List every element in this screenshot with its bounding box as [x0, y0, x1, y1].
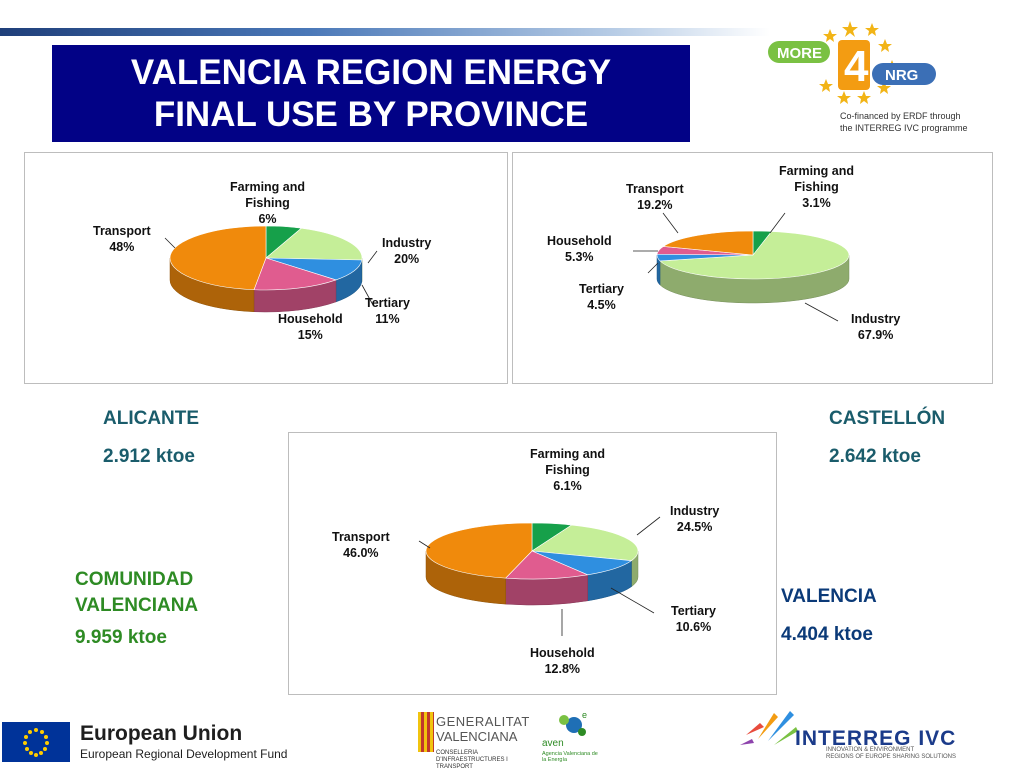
region-value: 4.404 ktoe [781, 622, 877, 648]
data-label-tertiary: Tertiary 11% [365, 295, 410, 327]
aven-name: aven [542, 738, 564, 749]
region-valencia: VALENCIA 4.404 ktoe [781, 584, 877, 648]
region-alicante: ALICANTE 2.912 ktoe [103, 406, 199, 470]
region-name: COMUNIDAD VALENCIANA [75, 567, 198, 619]
data-label-household: Household 15% [278, 311, 343, 343]
leader-line-farming [770, 213, 785, 233]
eu-title: European Union [80, 722, 242, 746]
region-comunidad: COMUNIDAD VALENCIANA 9.959 ktoe [75, 567, 198, 651]
pie-side-household [506, 575, 588, 605]
leader-line-transport [419, 541, 430, 548]
castellon-pie-panel: Farming and Fishing 3.1% Industry 67.9% Te… [512, 152, 993, 384]
leader-line-industry [805, 303, 838, 321]
leader-line-transport [663, 213, 678, 233]
data-label-transport: Transport 19.2% [626, 181, 684, 213]
region-castellon: CASTELLÓN 2.642 ktoe [829, 406, 945, 470]
interreg-logo: INTERREG IVC INNOVATION & ENVIRONMENT RE… [738, 705, 1024, 767]
region-name: CASTELLÓN [829, 406, 945, 432]
data-label-farming: Farming and Fishing 3.1% [779, 163, 854, 211]
aven-logo: e aven Agencia Valenciana de la Energía [540, 710, 600, 766]
region-value: 9.959 ktoe [75, 625, 198, 651]
data-label-farming: Farming and Fishing 6.1% [530, 446, 605, 494]
logo-nrg-text: NRG [885, 67, 918, 84]
aven-subtitle: Agencia Valenciana de la Energía [542, 751, 602, 763]
logo-more-text: MORE [777, 45, 822, 62]
interreg-sub-line1: INNOVATION & ENVIRONMENT [826, 747, 1016, 754]
generalitat-shield-icon [418, 712, 434, 752]
cofinanced-line2: the INTERREG IVC programme [840, 123, 968, 133]
region-name: VALENCIA [781, 584, 877, 610]
data-label-industry: Industry 67.9% [851, 311, 900, 343]
data-label-industry: Industry 24.5% [670, 503, 719, 535]
title-box: VALENCIA REGION ENERGY FINAL USE BY PROV… [52, 45, 690, 142]
aven-symbol-icon: e [540, 710, 600, 740]
data-label-tertiary: Tertiary 4.5% [579, 281, 624, 313]
data-label-farming: Farming and Fishing 6% [230, 179, 305, 227]
interreg-sub-line2: REGIONS OF EUROPE SHARING SOLUTIONS [826, 754, 1016, 761]
generalitat-line1: GENERALITAT [436, 714, 530, 729]
alicante-pie-panel: Farming and Fishing 6% Industry 20% Tertia… [24, 152, 508, 384]
leader-line-tertiary [648, 263, 658, 273]
data-label-transport: Transport 46.0% [332, 529, 390, 561]
comunidad-pie-panel: Farming and Fishing 6.1% Industry 24.5% Te… [288, 432, 777, 695]
cofinanced-line1: Co-financed by ERDF through [840, 111, 961, 121]
eu-subtitle: European Regional Development Fund [80, 747, 287, 761]
data-label-household: Household 12.8% [530, 645, 595, 677]
svg-text:e: e [582, 710, 587, 720]
leader-line-industry [637, 517, 660, 535]
more4nrg-logo: MORE 4 NRG Co-financed by ERDF through t… [760, 15, 1010, 140]
data-label-industry: Industry 20% [382, 235, 431, 267]
slide-title: VALENCIA REGION ENERGY FINAL USE BY PROV… [131, 52, 611, 136]
logo-four-text: 4 [844, 42, 869, 91]
interreg-subtitle: INNOVATION & ENVIRONMENT REGIONS OF EURO… [826, 747, 1016, 761]
leader-line-industry [368, 251, 377, 263]
data-label-transport: Transport 48% [93, 223, 151, 255]
leader-line-tertiary [611, 588, 654, 613]
data-label-tertiary: Tertiary 10.6% [671, 603, 716, 635]
region-value: 2.912 ktoe [103, 444, 199, 470]
generalitat-logo: GENERALITAT VALENCIANA CONSELLERIA D'INF… [418, 712, 528, 766]
leader-line-transport [165, 238, 175, 248]
top-accent-bar [0, 28, 770, 36]
data-label-household: Household 5.3% [547, 233, 612, 265]
pie-chart-svg [513, 153, 992, 383]
interreg-swoosh-icon [738, 705, 798, 767]
region-value: 2.642 ktoe [829, 444, 945, 470]
generalitat-line2: VALENCIANA [436, 729, 517, 744]
region-name: ALICANTE [103, 406, 199, 432]
eu-flag-icon [2, 722, 70, 762]
